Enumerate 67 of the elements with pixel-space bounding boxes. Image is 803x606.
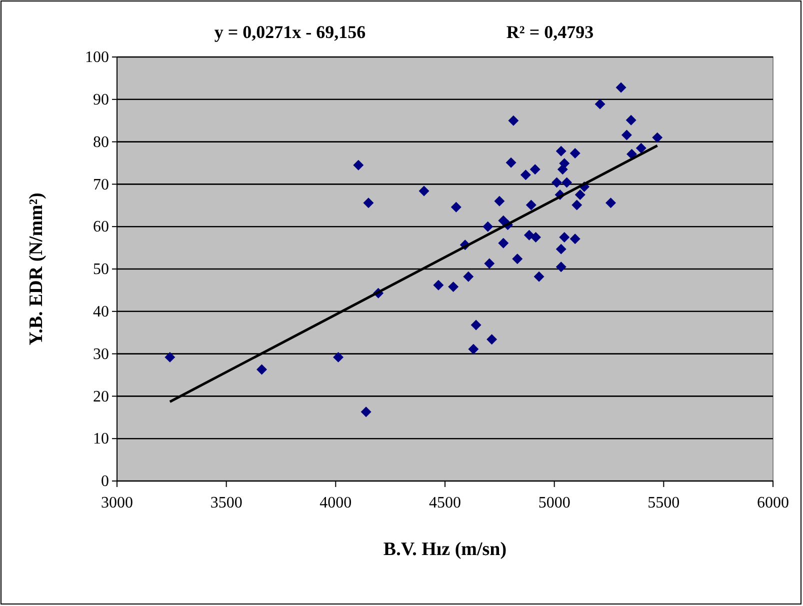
point — [448, 282, 459, 292]
x-tick-label: 4500 — [429, 494, 461, 512]
y-tick-label: 60 — [93, 218, 109, 236]
point — [556, 244, 566, 254]
x-tick-label: 5000 — [538, 494, 570, 512]
point — [450, 202, 462, 212]
y-tick-label: 50 — [93, 261, 109, 278]
y-axis-title: Y.B. EDR (N/mm²) — [26, 192, 47, 346]
point — [636, 142, 646, 154]
point — [570, 148, 580, 158]
point — [470, 320, 482, 330]
point — [484, 258, 495, 269]
point — [508, 115, 519, 126]
point — [164, 352, 176, 362]
point — [506, 157, 516, 168]
x-tick-label: 4000 — [320, 494, 352, 512]
point — [433, 280, 444, 290]
point — [526, 200, 536, 210]
point — [556, 262, 566, 272]
y-tick-label: 10 — [93, 430, 109, 448]
point — [621, 130, 632, 140]
x-axis-title: B.V. Hız (m/sn) — [383, 539, 507, 560]
point — [534, 271, 544, 282]
y-tick-label: 20 — [93, 388, 109, 406]
point — [482, 221, 494, 232]
y-tick-label: 40 — [93, 304, 109, 321]
point — [418, 186, 430, 196]
y-tick-label: 70 — [93, 176, 109, 194]
point — [520, 170, 531, 180]
point — [463, 271, 474, 282]
point — [494, 196, 505, 206]
point — [363, 198, 374, 208]
x-tick-label: 6000 — [757, 494, 789, 512]
point — [552, 177, 562, 188]
point — [333, 352, 344, 362]
point — [512, 254, 523, 264]
y-tick-label: 0 — [101, 473, 109, 490]
x-tick-label: 3000 — [101, 494, 133, 512]
x-tick-label: 3500 — [210, 494, 242, 512]
point — [353, 160, 364, 170]
y-tick-label: 80 — [93, 134, 109, 151]
y-tick-label: 100 — [85, 49, 109, 66]
point — [530, 164, 540, 175]
point — [626, 148, 637, 160]
y-tick-label: 30 — [93, 346, 109, 363]
point — [616, 82, 626, 93]
text: R² = 0,4793 — [506, 22, 594, 42]
text: y = 0,0271x - 69,156 — [214, 22, 366, 42]
point — [652, 132, 663, 143]
point — [570, 234, 580, 244]
y-tick-label: 90 — [93, 92, 109, 109]
point — [557, 164, 568, 175]
point — [360, 406, 372, 418]
point — [562, 177, 572, 188]
point — [594, 98, 606, 110]
point — [256, 364, 267, 375]
point — [530, 232, 541, 242]
point — [486, 334, 498, 345]
point — [498, 238, 509, 248]
point — [559, 232, 570, 242]
point — [574, 190, 586, 200]
x-tick-label: 5500 — [648, 494, 680, 512]
point — [468, 344, 479, 354]
point — [626, 114, 636, 126]
point — [572, 200, 582, 210]
point — [556, 146, 566, 156]
point — [606, 198, 616, 208]
